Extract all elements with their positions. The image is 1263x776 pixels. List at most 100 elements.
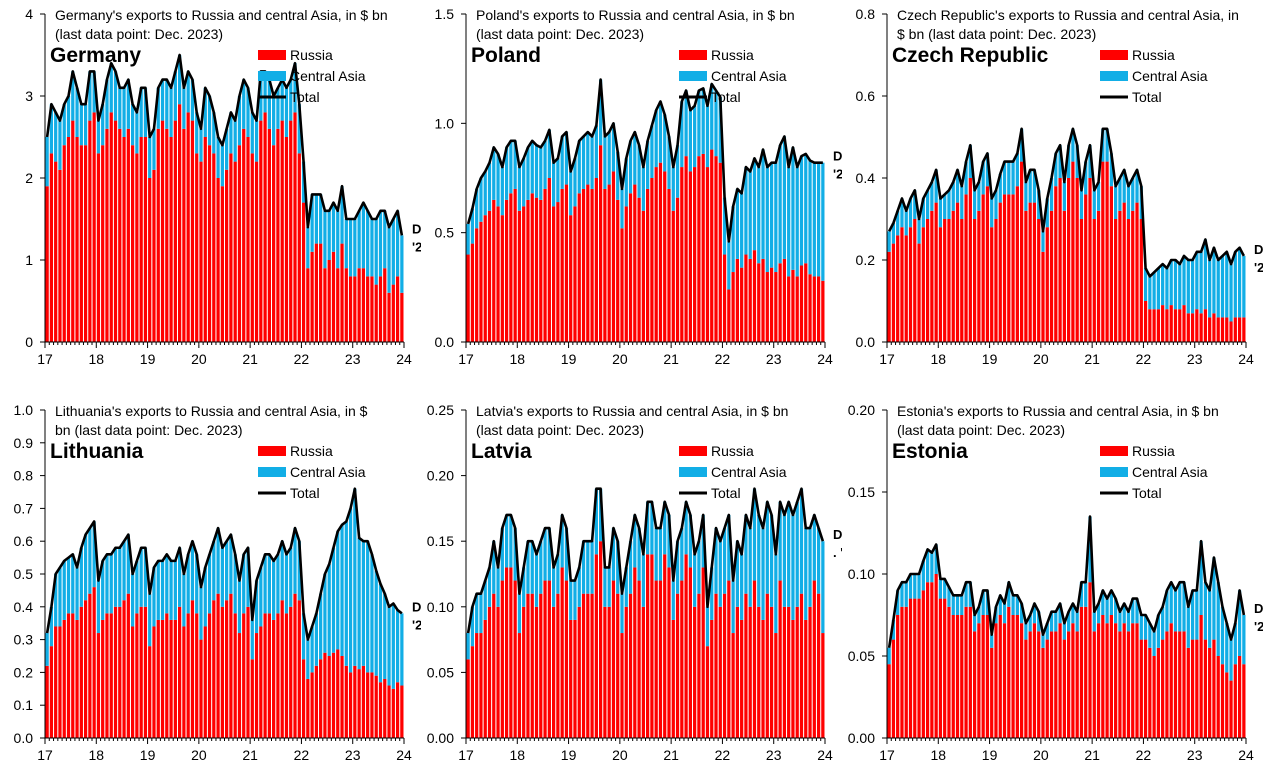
bar-russia <box>54 626 58 738</box>
bar-russia <box>1190 639 1195 738</box>
bar-russia <box>466 254 470 342</box>
bar-russia <box>276 128 280 342</box>
bar-russia <box>250 153 254 342</box>
bar-russia <box>757 263 761 342</box>
bar-russia <box>1024 210 1028 342</box>
bar-central-asia <box>160 79 165 121</box>
bar-central-asia <box>344 521 348 666</box>
bar-central-asia <box>1101 590 1105 615</box>
bar-central-asia <box>118 87 122 129</box>
bar-central-asia <box>263 71 267 113</box>
bar-central-asia <box>272 96 276 146</box>
bar-russia <box>1233 664 1237 738</box>
bar-russia <box>560 188 564 342</box>
bar-russia <box>740 267 744 342</box>
bar-russia <box>693 167 697 342</box>
bar-russia <box>534 606 539 738</box>
bar-russia <box>947 606 951 738</box>
bar-russia <box>646 188 650 342</box>
legend: Russia Central Asia Total <box>679 443 787 501</box>
bar-russia <box>977 623 981 738</box>
bar-central-asia <box>778 145 782 264</box>
bar-russia <box>569 619 573 738</box>
bar-central-asia <box>633 132 637 185</box>
bar-central-asia <box>310 626 314 673</box>
bar-central-asia <box>1079 190 1084 219</box>
bar-central-asia <box>1037 190 1041 219</box>
bar-central-asia <box>1037 611 1041 632</box>
bar-russia <box>475 633 479 738</box>
bar-russia <box>357 669 361 738</box>
bar-russia <box>705 646 710 738</box>
bar-russia <box>547 580 551 738</box>
bar-russia <box>1143 301 1148 342</box>
chart-title-line2: (last data point: Dec. 2023) <box>476 422 644 438</box>
bar-central-asia <box>977 606 981 624</box>
bar-central-asia <box>990 634 994 648</box>
bar-central-asia <box>1186 606 1190 648</box>
bars <box>887 128 1246 342</box>
bar-russia <box>259 626 263 738</box>
legend-label-central-asia: Central Asia <box>1132 464 1208 480</box>
bar-russia <box>156 128 160 342</box>
bar-central-asia <box>1071 603 1075 624</box>
bar-russia <box>551 206 556 342</box>
bar-russia <box>1045 227 1049 342</box>
bar-russia <box>1007 194 1011 342</box>
end-label: Dec. <box>1254 242 1263 257</box>
bar-russia <box>1079 606 1084 738</box>
bar-central-asia <box>680 528 684 581</box>
bar-russia <box>994 623 998 738</box>
bar-central-asia <box>908 574 913 599</box>
bar-russia <box>246 137 250 342</box>
y-tick-label: 0.4 <box>14 599 34 615</box>
bar-central-asia <box>233 120 237 162</box>
bar-russia <box>340 243 344 342</box>
bar-russia <box>799 593 804 738</box>
end-label-year: '23 <box>412 617 421 632</box>
bar-russia <box>160 619 165 738</box>
bar-russia <box>611 580 616 738</box>
x-tick-label: 23 <box>766 747 782 763</box>
bar-russia <box>387 292 391 342</box>
bar-russia <box>624 206 628 342</box>
bar-central-asia <box>79 547 83 607</box>
bar-central-asia <box>1216 260 1220 318</box>
bar-central-asia <box>122 541 126 601</box>
bar-central-asia <box>1096 603 1101 624</box>
bar-russia <box>475 228 479 342</box>
chart-panel-poland: 0.0 0.5 1.0 1.5 17 18 19 20 21 22 23 24 Poland's exp… <box>421 0 857 375</box>
bar-central-asia <box>757 514 761 607</box>
bar-central-asia <box>1067 611 1071 632</box>
legend-label-central-asia: Central Asia <box>1132 68 1208 84</box>
bar-russia <box>173 120 177 342</box>
bar-central-asia <box>955 595 960 615</box>
legend-swatch-russia <box>1100 446 1128 456</box>
bar-central-asia <box>88 71 92 121</box>
y-tick-label: 0.2 <box>14 664 34 680</box>
bar-russia <box>816 276 821 342</box>
bar-russia <box>1169 623 1173 738</box>
bar-russia <box>543 580 547 738</box>
bar-central-asia <box>731 206 735 273</box>
bar-russia <box>1229 321 1233 342</box>
bar-central-asia <box>650 501 654 555</box>
bar-russia <box>900 606 904 738</box>
y-tick-label: 0.20 <box>427 468 454 484</box>
legend-label-russia: Russia <box>711 47 754 63</box>
bar-central-asia <box>276 554 280 614</box>
bar-central-asia <box>1208 260 1212 318</box>
bar-central-asia <box>947 190 951 219</box>
bar-russia <box>1007 606 1011 738</box>
bar-central-asia <box>921 560 925 591</box>
bar-central-asia <box>934 544 938 574</box>
bar-central-asia <box>522 158 526 207</box>
bar-russia <box>697 593 701 738</box>
bar-russia <box>113 120 118 342</box>
bar-russia <box>1135 623 1139 738</box>
bar-russia <box>66 613 71 738</box>
bar-central-asia <box>637 528 641 581</box>
bar-russia <box>799 265 804 342</box>
bar-russia <box>327 260 331 342</box>
x-tick-label: 23 <box>1187 747 1203 763</box>
